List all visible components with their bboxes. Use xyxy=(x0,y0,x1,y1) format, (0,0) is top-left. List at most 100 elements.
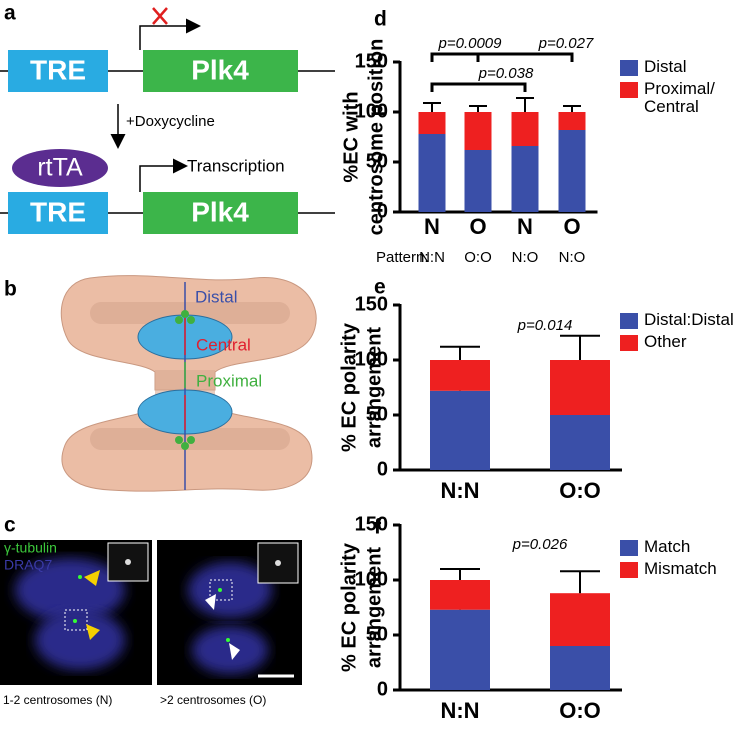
y-tick-label: 50 xyxy=(366,623,388,645)
y-axis-label: %EC with xyxy=(340,91,362,182)
p-value: p=0.027 xyxy=(538,35,594,52)
bar-segment xyxy=(550,593,610,646)
proximal-label: Proximal xyxy=(196,371,262,390)
bar-segment xyxy=(511,146,539,212)
x-tick-label: O:O xyxy=(559,478,601,503)
legend-swatch xyxy=(620,82,638,98)
y-tick-label: 50 xyxy=(366,150,388,172)
pattern: O:O xyxy=(464,249,492,266)
plk4-label: Plk4 xyxy=(191,196,249,227)
panel-letter: e xyxy=(374,276,386,299)
p-value: p=0.014 xyxy=(517,317,573,334)
legend-label-box: Proximal/ Central xyxy=(644,80,715,116)
legend-label: Distal xyxy=(644,58,687,76)
panel-letter: d xyxy=(374,8,387,31)
bar-segment xyxy=(550,360,610,415)
y-axis-label: arrangement xyxy=(363,547,385,668)
central-label: Central xyxy=(196,335,251,354)
error-bar xyxy=(423,102,441,112)
image-caption: >2 centrosomes (O) xyxy=(160,693,266,707)
y-axis-label: arrangement xyxy=(363,327,385,448)
treatment-label: +Doxycycline xyxy=(126,113,215,130)
panel-letter: c xyxy=(4,514,16,537)
legend-swatch xyxy=(620,540,638,556)
legend-swatch xyxy=(620,562,638,578)
bar-segment xyxy=(558,112,586,130)
plk4-label: Plk4 xyxy=(191,54,249,85)
bar-segment xyxy=(558,130,586,212)
bar-segment xyxy=(550,646,610,690)
x-tick-label: N xyxy=(424,214,440,239)
bar-segment xyxy=(511,112,539,146)
error-bar xyxy=(440,568,480,580)
legend-swatch xyxy=(620,313,638,329)
distal-label: Distal xyxy=(195,287,238,306)
x-tick-label: O xyxy=(563,214,580,239)
pattern: N:O xyxy=(512,249,539,266)
error-bar xyxy=(469,105,487,112)
legend-label: Match xyxy=(644,538,691,556)
error-bar xyxy=(560,334,600,360)
legend-label-box: Distal xyxy=(644,58,687,76)
y-tick-label: 0 xyxy=(377,200,388,222)
legend-label-box: Match xyxy=(644,538,691,556)
legend-label-box: Distal:Distal xyxy=(644,311,734,329)
legend-label-box: Mismatch xyxy=(644,560,717,578)
tre-label: TRE xyxy=(30,196,86,227)
y-tick-label: 150 xyxy=(355,293,388,315)
x-tick-label: O xyxy=(469,214,486,239)
legend-label: Distal:Distal xyxy=(644,311,734,329)
panel-letter: f xyxy=(374,516,382,539)
y-tick-label: 100 xyxy=(355,100,388,122)
error-bar xyxy=(516,97,534,112)
legend-label-box: Other xyxy=(644,333,687,351)
y-tick-label: 50 xyxy=(366,403,388,425)
transcription-label: Transcription xyxy=(187,156,285,175)
bar-segment xyxy=(430,580,490,610)
bar-segment xyxy=(430,390,490,470)
tre-label: TRE xyxy=(30,54,86,85)
x-tick-label: O:O xyxy=(559,698,601,723)
stain-label: γ-tubulin xyxy=(4,540,57,556)
error-bar xyxy=(440,345,480,360)
bar-segment xyxy=(418,134,446,212)
y-tick-label: 150 xyxy=(355,513,388,535)
significance-bracket xyxy=(430,82,527,92)
legend-swatch xyxy=(620,335,638,351)
x-tick-label: N:N xyxy=(440,698,479,723)
pattern: N:O xyxy=(559,249,586,266)
micrographs: γ-tubulin DRAQ7 1-2 centrosomes (N) >2 c… xyxy=(0,540,302,707)
panel-letter: b xyxy=(4,278,17,301)
pattern: N:N xyxy=(419,249,445,266)
bar-segment xyxy=(430,360,490,391)
y-axis-label: % EC polarity xyxy=(338,322,360,452)
y-tick-label: 100 xyxy=(355,568,388,590)
image-caption: 1-2 centrosomes (N) xyxy=(3,693,112,707)
significance-bracket xyxy=(476,52,574,62)
y-axis-label: centrosome position xyxy=(365,39,387,236)
legend-label: Mismatch xyxy=(644,560,717,578)
p-value: p=0.026 xyxy=(512,536,568,553)
rtta-label: rtTA xyxy=(37,154,83,182)
cell-diagram: Distal Central Proximal xyxy=(60,275,317,492)
x-tick-label: N xyxy=(517,214,533,239)
x-tick-label: N:N xyxy=(440,478,479,503)
y-tick-label: 0 xyxy=(377,458,388,480)
legend-label: Proximal/ Central xyxy=(644,80,715,116)
legend-swatch xyxy=(620,60,638,76)
error-bar xyxy=(563,105,581,112)
p-value: p=0.0009 xyxy=(438,35,503,52)
bar-segment xyxy=(430,609,490,690)
stain-label: DRAQ7 xyxy=(4,557,52,573)
significance-bracket xyxy=(430,52,480,62)
bar-segment xyxy=(418,112,446,134)
pattern-label: Pattern: xyxy=(376,249,429,266)
bar-segment xyxy=(464,112,492,150)
error-bar xyxy=(560,570,600,594)
y-tick-label: 150 xyxy=(355,50,388,72)
construct-diagram: TRE Plk4 +Doxycycline TRE Plk4 rtTA Tran… xyxy=(0,7,335,234)
panel-letter: a xyxy=(4,2,16,25)
p-value: p=0.038 xyxy=(478,65,534,82)
y-tick-label: 0 xyxy=(377,678,388,700)
